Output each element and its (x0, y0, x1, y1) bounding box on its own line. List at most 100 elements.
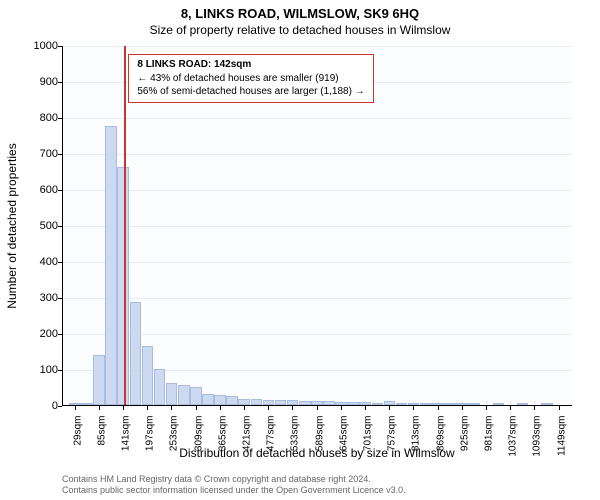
y-tick-mark (58, 46, 62, 47)
histogram-bar (517, 403, 529, 405)
histogram-bar (408, 403, 420, 405)
histogram-bar (117, 167, 129, 405)
histogram-bar (190, 387, 202, 405)
x-tick-mark (292, 406, 293, 410)
x-tick-label: 589sqm (314, 416, 325, 466)
y-tick-label: 600 (18, 184, 58, 196)
x-tick-label: 1149sqm (556, 416, 567, 466)
x-tick-mark (510, 406, 511, 410)
x-tick-mark (123, 406, 124, 410)
x-tick-mark (365, 406, 366, 410)
histogram-bar (335, 402, 347, 405)
annotation-line: 8 LINKS ROAD: 142sqm (137, 58, 364, 72)
x-tick-mark (389, 406, 390, 410)
histogram-bar (226, 396, 238, 405)
histogram-bar (105, 126, 117, 405)
histogram-bar (69, 403, 81, 405)
gridline (63, 262, 572, 263)
annotation-line: 56% of semi-detached houses are larger (… (137, 85, 364, 99)
histogram-chart: 8 LINKS ROAD: 142sqm← 43% of detached ho… (62, 46, 572, 406)
x-tick-mark (75, 406, 76, 410)
x-tick-mark (462, 406, 463, 410)
histogram-bar (444, 403, 456, 405)
y-tick-mark (58, 154, 62, 155)
x-tick-label: 813sqm (411, 416, 422, 466)
y-tick-mark (58, 298, 62, 299)
footer-line: Contains HM Land Registry data © Crown c… (62, 474, 406, 485)
x-tick-mark (220, 406, 221, 410)
histogram-bar (493, 403, 505, 405)
x-tick-label: 1093sqm (532, 416, 543, 466)
x-tick-label: 757sqm (387, 416, 398, 466)
gridline (63, 118, 572, 119)
y-tick-label: 900 (18, 76, 58, 88)
x-tick-label: 253sqm (169, 416, 180, 466)
x-tick-label: 309sqm (193, 416, 204, 466)
x-tick-mark (438, 406, 439, 410)
y-tick-label: 200 (18, 328, 58, 340)
x-tick-label: 645sqm (338, 416, 349, 466)
histogram-bar (202, 394, 214, 405)
x-tick-mark (486, 406, 487, 410)
histogram-bar (93, 355, 105, 405)
x-tick-label: 85sqm (96, 416, 107, 466)
histogram-bar (214, 395, 226, 405)
x-tick-mark (99, 406, 100, 410)
histogram-bar (384, 401, 396, 405)
x-tick-mark (268, 406, 269, 410)
y-tick-label: 100 (18, 364, 58, 376)
histogram-bar (287, 400, 299, 405)
x-tick-label: 533sqm (290, 416, 301, 466)
histogram-bar (432, 403, 444, 405)
histogram-bar (178, 385, 190, 405)
x-tick-mark (534, 406, 535, 410)
x-tick-label: 365sqm (217, 416, 228, 466)
histogram-bar (541, 403, 553, 405)
y-tick-mark (58, 406, 62, 407)
histogram-bar (372, 403, 384, 405)
y-tick-mark (58, 118, 62, 119)
gridline (63, 298, 572, 299)
histogram-bar (311, 401, 323, 405)
x-tick-label: 925sqm (459, 416, 470, 466)
histogram-bar (323, 401, 335, 405)
x-tick-mark (413, 406, 414, 410)
histogram-bar (299, 401, 311, 405)
histogram-bar (130, 302, 142, 405)
y-tick-mark (58, 82, 62, 83)
footer-attribution: Contains HM Land Registry data © Crown c… (62, 474, 406, 497)
histogram-bar (142, 346, 154, 405)
histogram-bar (154, 369, 166, 405)
y-tick-mark (58, 190, 62, 191)
histogram-bar (359, 402, 371, 405)
histogram-bar (81, 403, 93, 405)
x-tick-label: 1037sqm (508, 416, 519, 466)
y-tick-label: 0 (18, 400, 58, 412)
histogram-bar (420, 403, 432, 405)
y-axis-title: Number of detached properties (5, 143, 19, 308)
property-marker-line (124, 46, 126, 405)
x-tick-label: 869sqm (435, 416, 446, 466)
x-tick-mark (317, 406, 318, 410)
y-tick-label: 400 (18, 256, 58, 268)
x-tick-label: 421sqm (241, 416, 252, 466)
x-tick-label: 477sqm (266, 416, 277, 466)
gridline (63, 190, 572, 191)
page-subtitle: Size of property relative to detached ho… (0, 21, 600, 37)
x-tick-label: 981sqm (483, 416, 494, 466)
histogram-bar (238, 399, 250, 405)
plot-area: 8 LINKS ROAD: 142sqm← 43% of detached ho… (62, 46, 572, 406)
x-tick-label: 701sqm (362, 416, 373, 466)
histogram-bar (251, 399, 263, 405)
y-tick-mark (58, 370, 62, 371)
histogram-bar (166, 383, 178, 405)
x-tick-mark (196, 406, 197, 410)
annotation-line: ← 43% of detached houses are smaller (91… (137, 72, 364, 86)
histogram-bar (468, 403, 480, 405)
y-tick-label: 300 (18, 292, 58, 304)
gridline (63, 46, 572, 47)
x-tick-mark (171, 406, 172, 410)
histogram-bar (347, 402, 359, 405)
page-title: 8, LINKS ROAD, WILMSLOW, SK9 6HQ (0, 0, 600, 21)
annotation-box: 8 LINKS ROAD: 142sqm← 43% of detached ho… (128, 54, 373, 103)
